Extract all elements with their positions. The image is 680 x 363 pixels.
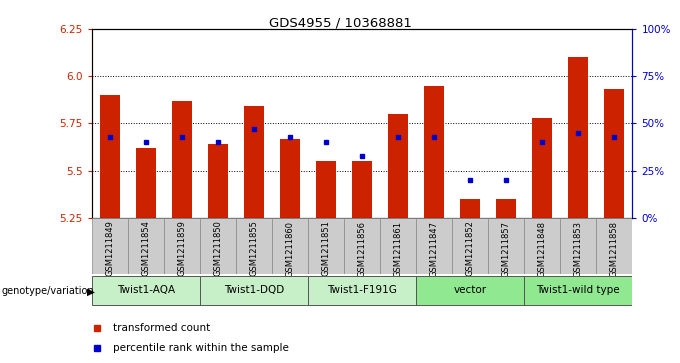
Bar [596,218,632,274]
Bar [460,199,480,218]
Bar [200,218,236,274]
Text: Twist1-wild type: Twist1-wild type [537,285,620,295]
Text: GSM1211856: GSM1211856 [358,221,367,277]
Bar [416,276,524,305]
Bar [208,144,228,218]
Bar [388,114,408,218]
Bar [136,148,156,218]
Bar [280,139,300,218]
Text: percentile rank within the sample: percentile rank within the sample [114,343,289,353]
Text: GSM1211854: GSM1211854 [141,221,150,277]
Bar [524,218,560,274]
Bar [380,218,416,274]
Bar [100,95,120,218]
Text: GSM1211848: GSM1211848 [538,221,547,277]
Bar [605,89,624,218]
Text: GSM1211857: GSM1211857 [502,221,511,277]
Bar [164,218,200,274]
Text: GSM1211852: GSM1211852 [466,221,475,277]
Bar [308,218,344,274]
Text: vector: vector [454,285,487,295]
Bar [416,218,452,274]
Bar [200,276,308,305]
Text: Twist1-F191G: Twist1-F191G [327,285,397,295]
Bar [272,218,308,274]
Bar [172,101,192,218]
Text: GSM1211850: GSM1211850 [214,221,222,277]
Bar [244,106,264,218]
Bar [568,57,588,218]
Text: ▶: ▶ [87,286,95,297]
Bar [424,86,444,218]
Bar [308,276,416,305]
Text: GSM1211855: GSM1211855 [250,221,258,277]
Text: GSM1211849: GSM1211849 [105,221,114,277]
Bar [92,218,128,274]
Bar [524,276,632,305]
Text: GDS4955 / 10368881: GDS4955 / 10368881 [269,16,411,29]
Bar [316,161,336,218]
Bar [532,118,552,218]
Text: Twist1-DQD: Twist1-DQD [224,285,284,295]
Bar [344,218,380,274]
Text: GSM1211859: GSM1211859 [177,221,186,277]
Text: GSM1211853: GSM1211853 [574,221,583,277]
Bar [128,218,164,274]
Text: GSM1211858: GSM1211858 [610,221,619,277]
Bar [236,218,272,274]
Bar [496,199,516,218]
Text: genotype/variation: genotype/variation [1,286,94,297]
Text: GSM1211847: GSM1211847 [430,221,439,277]
Text: Twist1-AQA: Twist1-AQA [117,285,175,295]
Bar [452,218,488,274]
Text: GSM1211860: GSM1211860 [286,221,294,277]
Text: GSM1211851: GSM1211851 [322,221,330,277]
Bar [560,218,596,274]
Bar [92,276,200,305]
Bar [352,161,372,218]
Bar [488,218,524,274]
Text: GSM1211861: GSM1211861 [394,221,403,277]
Text: transformed count: transformed count [114,323,211,333]
